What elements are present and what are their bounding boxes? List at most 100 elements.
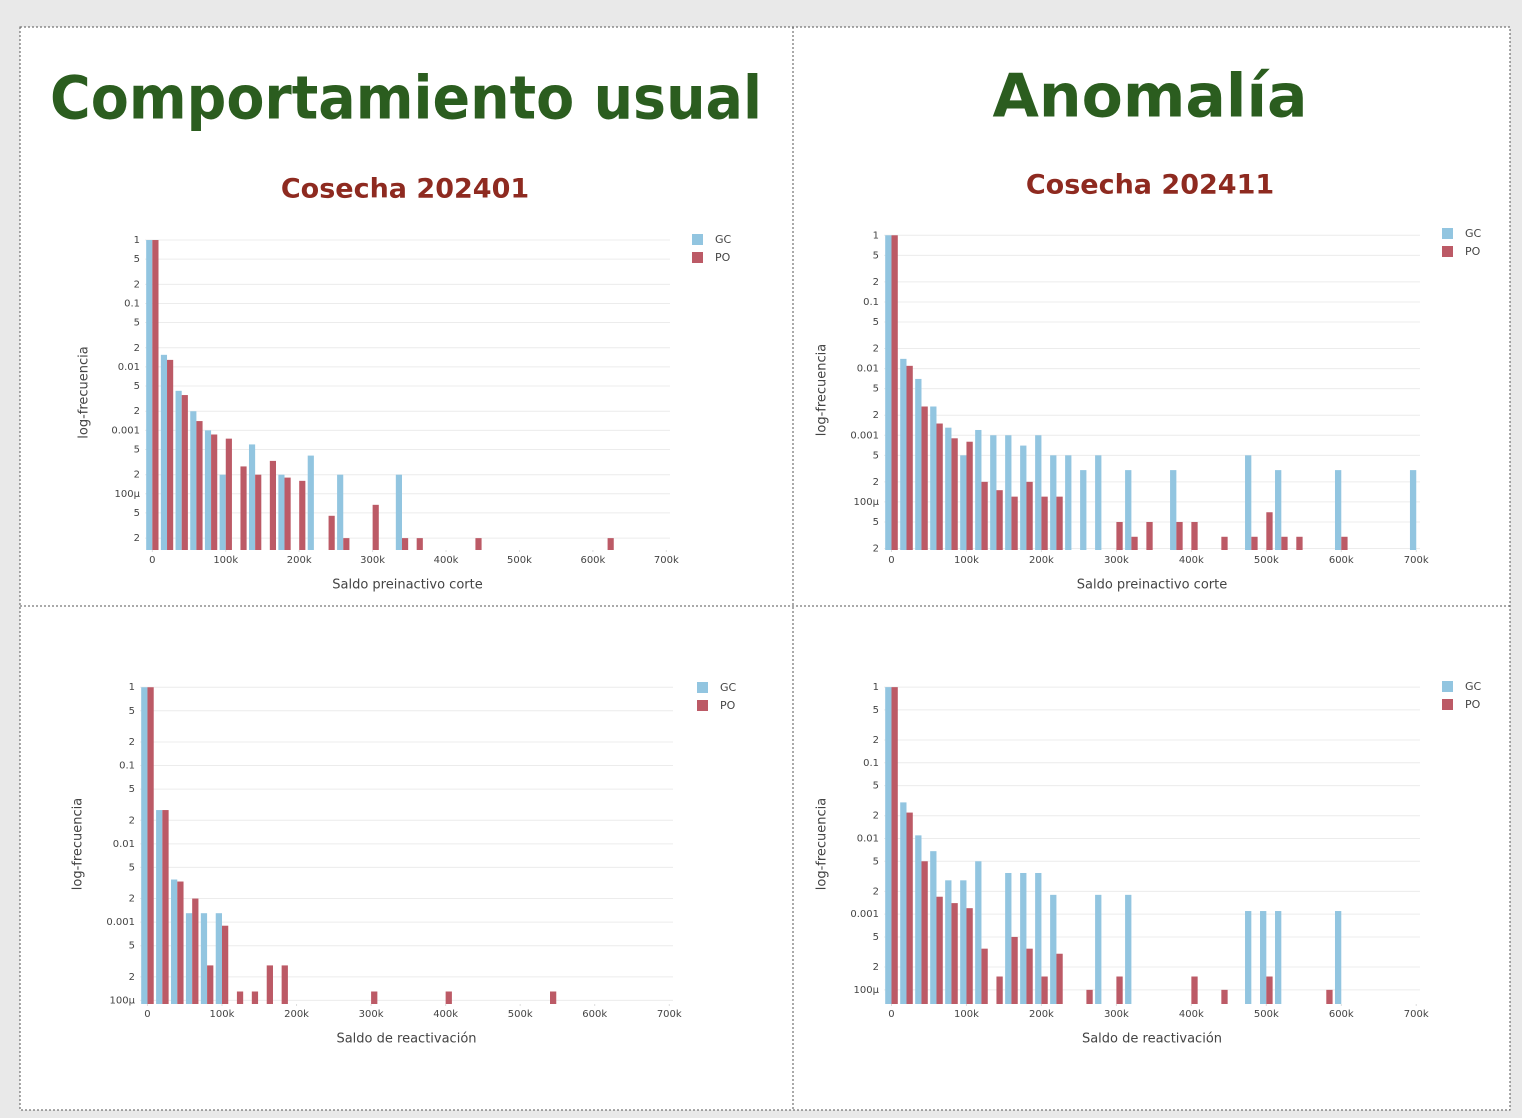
bar [996,490,1003,550]
y-tick-label: 1 [873,230,879,241]
bar [1035,872,1042,1004]
y-tick-label: 0.1 [119,761,135,772]
x-tick-label: 600k [1329,1009,1354,1020]
bar [930,851,937,1004]
bar [1275,911,1282,1004]
bar [236,991,244,1004]
bar [945,427,952,550]
x-tick-label: 700k [1404,555,1429,566]
bar [185,913,193,1004]
y-tick-label: 2 [873,344,879,355]
bar [222,925,229,1004]
bar [175,390,182,550]
bar [190,411,197,550]
x-tick-label: 200k [1029,555,1054,566]
bar [1116,521,1123,550]
y-tick-label: 5 [873,856,879,867]
bar [171,879,178,1004]
bar [1176,521,1183,550]
x-axis-title: Saldo de reactivación [1082,1032,1222,1047]
bar [966,908,973,1004]
bar [951,903,958,1004]
y-tick-label: 2 [873,410,879,421]
bar [915,835,922,1004]
legend-swatch [692,234,703,245]
y-tick-label: 2 [129,972,135,983]
x-tick-label: 0 [149,555,155,566]
bar [885,687,892,1004]
bar [1146,521,1153,550]
bar [1260,911,1267,1004]
bar [445,991,452,1004]
bar [225,438,232,550]
y-tick-label: 5 [129,862,135,873]
legend-label: GC [1465,227,1482,240]
y-tick-label: 1 [873,682,879,693]
bar [281,965,288,1004]
bar [891,235,898,551]
bar [1266,512,1273,550]
y-tick-label: 5 [129,784,135,795]
legend-label: PO [715,251,731,264]
bar [240,466,247,550]
bar [372,504,379,550]
y-axis-title: log-frecuencia [815,798,830,891]
header: Anomalía [993,62,1308,132]
bar [885,235,892,551]
bar [1221,989,1228,1004]
y-tick-label: 2 [134,406,140,417]
legend-label: PO [1465,245,1481,258]
y-tick-label: 2 [873,886,879,897]
bar [1341,536,1348,550]
legend-label: PO [720,699,736,712]
bar [1065,455,1072,550]
y-tick-label: 2 [134,279,140,290]
x-tick-label: 300k [1104,555,1129,566]
y-tick-label: 2 [873,544,879,555]
legend-label: PO [1465,698,1481,711]
y-tick-label: 2 [873,811,879,822]
x-tick-label: 200k [1029,1009,1054,1020]
bar [1005,435,1012,550]
bar [251,991,259,1004]
y-tick-label: 2 [129,737,135,748]
x-tick-label: 0 [888,555,894,566]
y-tick-label: 0.01 [857,833,879,844]
y-tick-label: 0.01 [113,839,135,850]
y-tick-label: 2 [134,533,140,544]
bar [152,240,159,550]
y-tick-label: 2 [129,815,135,826]
y-tick-label: 100µ [854,985,880,996]
y-tick-label: 5 [873,517,879,528]
x-tick-label: 300k [1104,1009,1129,1020]
y-tick-label: 0.1 [124,298,140,309]
x-tick-label: 500k [1254,1009,1279,1020]
x-tick-label: 500k [507,555,532,566]
bar [181,395,188,550]
bar [1050,455,1057,550]
x-tick-label: 500k [508,1009,533,1020]
x-tick-label: 600k [582,1009,607,1020]
x-tick-label: 400k [433,1009,458,1020]
x-axis-title: Saldo de reactivación [336,1032,476,1047]
y-tick-label: 2 [873,477,879,488]
bar [299,480,306,550]
bar [1011,936,1018,1004]
x-tick-label: 100k [954,1009,979,1020]
y-tick-label: 0.1 [863,758,879,769]
y-tick-label: 1 [134,235,140,246]
bar [156,810,163,1004]
bar [981,948,988,1004]
bar [1056,953,1063,1004]
bar [160,354,168,550]
bar [1026,948,1033,1004]
bar [930,406,937,550]
chart-title: Cosecha 202411 [1026,170,1274,201]
y-tick-label: 0.001 [111,425,140,436]
bar [215,913,222,1004]
x-tick-label: 200k [284,1009,309,1020]
y-tick-label: 5 [134,318,140,329]
bar [906,365,913,550]
legend-swatch [1442,681,1453,692]
x-tick-label: 600k [1329,555,1354,566]
